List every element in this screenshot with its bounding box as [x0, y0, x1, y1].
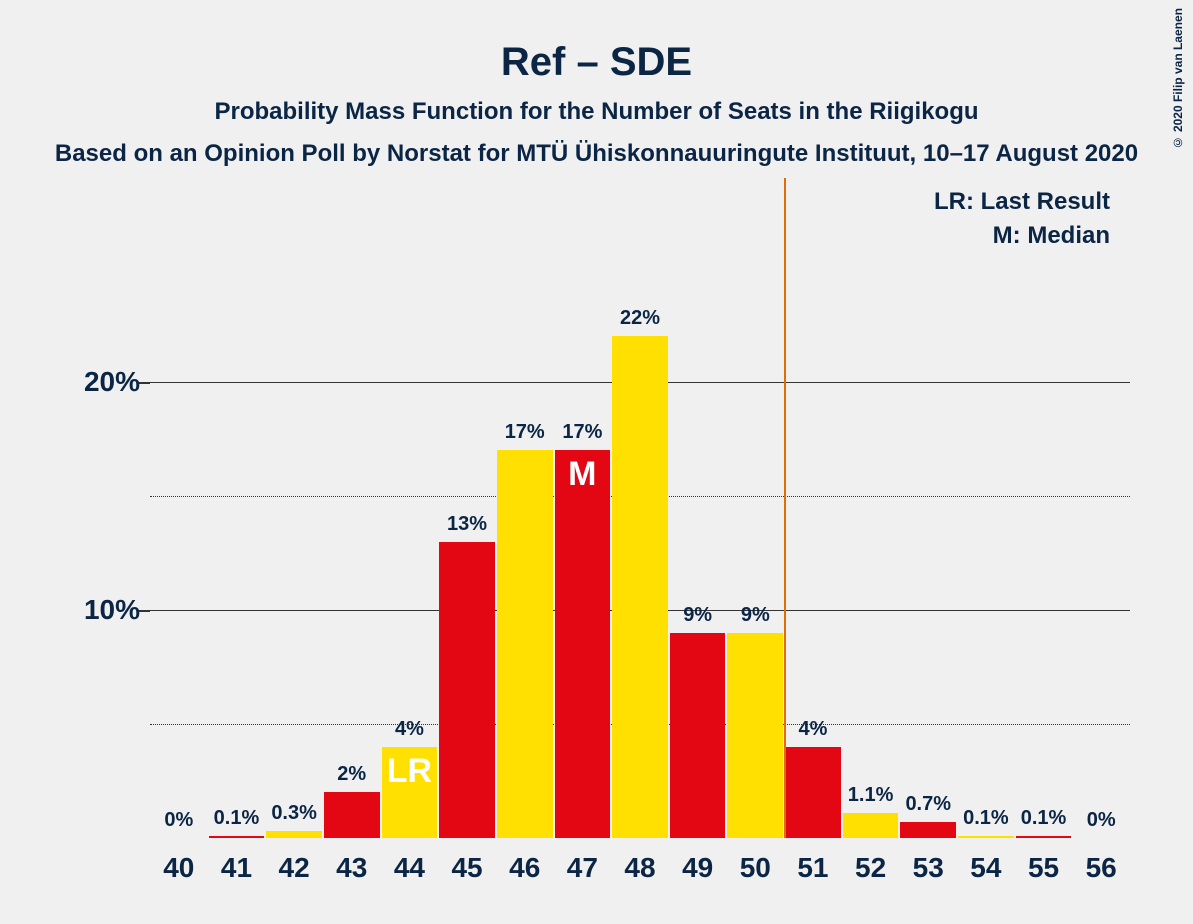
x-axis-label: 50: [740, 852, 771, 884]
bar: [843, 813, 899, 838]
bar: [900, 822, 956, 838]
x-axis-label: 48: [624, 852, 655, 884]
plot-area: LR: Last Result M: Median 10%20%0%0.1%0.…: [150, 178, 1130, 838]
chart-container: Ref – SDE Probability Mass Function for …: [0, 0, 1193, 924]
x-axis-label: 56: [1086, 852, 1117, 884]
bar-value-label: 17%: [562, 421, 602, 444]
bar-value-label: 9%: [683, 604, 712, 627]
legend-m: M: Median: [934, 222, 1110, 250]
bar-value-label: 0%: [1087, 809, 1116, 832]
bar: [670, 633, 726, 838]
bar: [439, 542, 495, 838]
x-axis-label: 42: [279, 852, 310, 884]
bar-value-label: 22%: [620, 307, 660, 330]
x-axis-label: 51: [797, 852, 828, 884]
bar: [497, 450, 553, 838]
bar: [958, 836, 1014, 838]
y-axis-label: 20%: [60, 366, 140, 398]
x-axis-label: 54: [970, 852, 1001, 884]
legend-lr: LR: Last Result: [934, 188, 1110, 216]
bar: [727, 633, 783, 838]
x-axis-label: 53: [913, 852, 944, 884]
x-axis-label: 52: [855, 852, 886, 884]
bar-value-label: 0.1%: [963, 807, 1009, 830]
x-axis-label: 41: [221, 852, 252, 884]
legend: LR: Last Result M: Median: [934, 188, 1110, 256]
subtitle-1: Probability Mass Function for the Number…: [0, 98, 1193, 126]
bar-value-label: 1.1%: [848, 784, 894, 807]
bar-value-label: 13%: [447, 513, 487, 536]
title-main: Ref – SDE: [0, 40, 1193, 85]
median-marker: M: [568, 455, 596, 494]
bar: [612, 336, 668, 838]
bar-value-label: 0.7%: [905, 793, 951, 816]
x-axis-label: 49: [682, 852, 713, 884]
bar-value-label: 9%: [741, 604, 770, 627]
x-axis-label: 46: [509, 852, 540, 884]
x-axis-label: 43: [336, 852, 367, 884]
majority-separator-line: [784, 178, 786, 838]
last-result-marker: LR: [387, 752, 432, 791]
bar-value-label: 4%: [395, 718, 424, 741]
x-axis-label: 45: [451, 852, 482, 884]
bar-value-label: 0.3%: [271, 802, 317, 825]
bar: [266, 831, 322, 838]
bar-value-label: 2%: [337, 763, 366, 786]
bar-value-label: 17%: [505, 421, 545, 444]
bar-value-label: 0.1%: [1021, 807, 1067, 830]
bar: [1016, 836, 1072, 838]
y-axis-label: 10%: [60, 594, 140, 626]
bar: [209, 836, 265, 838]
bar: [555, 450, 611, 838]
x-axis-label: 55: [1028, 852, 1059, 884]
x-axis-label: 40: [163, 852, 194, 884]
bar-value-label: 4%: [798, 718, 827, 741]
subtitle-2: Based on an Opinion Poll by Norstat for …: [0, 140, 1193, 168]
bar: [785, 747, 841, 838]
copyright: © 2020 Filip van Laenen: [1171, 8, 1185, 149]
bar-value-label: 0%: [164, 809, 193, 832]
bar: [324, 792, 380, 838]
bar-value-label: 0.1%: [214, 807, 260, 830]
x-axis-label: 44: [394, 852, 425, 884]
x-axis-label: 47: [567, 852, 598, 884]
